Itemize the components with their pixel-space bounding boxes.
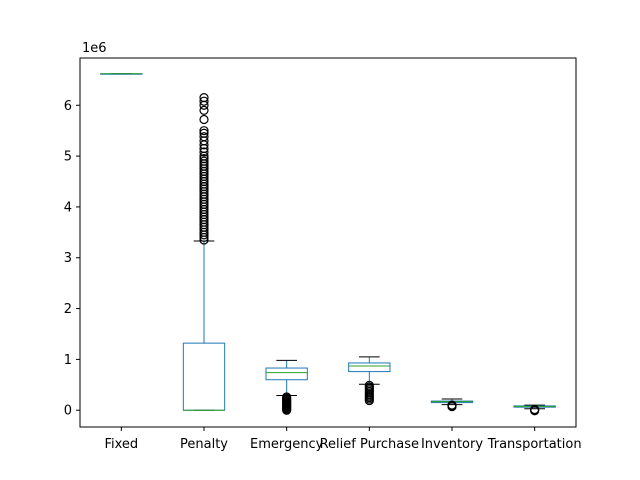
iqr-box (348, 362, 391, 373)
outlier-point (364, 380, 374, 390)
outlier-point (199, 114, 209, 125)
outlier-point (199, 154, 209, 164)
x-tick-label: Transportation (487, 437, 582, 452)
box-group-emergency (265, 359, 308, 415)
y-axis: 0 1 2 3 4 5 6 (64, 99, 80, 419)
x-tick-label: Inventory (421, 437, 483, 452)
box-group-transportation (513, 404, 556, 416)
plot-content (100, 73, 556, 416)
outlier-point (199, 132, 209, 142)
y-tick-label: 4 (64, 200, 72, 215)
box-group-relief-purchase (348, 356, 391, 406)
x-tick-label: Fixed (104, 437, 138, 452)
plot-frame (79, 57, 577, 428)
x-tick-label: Emergency (250, 437, 324, 452)
outlier-point (199, 96, 209, 106)
outlier-point (199, 93, 209, 103)
outlier-point (199, 126, 209, 136)
y-tick-label: 0 (64, 404, 72, 419)
outlier-point (199, 128, 209, 138)
iqr-box (265, 367, 308, 381)
box-group-inventory (430, 398, 474, 412)
outlier-point (199, 147, 209, 157)
y-tick-label: 6 (64, 99, 72, 114)
x-tick-label: Penalty (180, 437, 228, 452)
outlier-point (199, 105, 209, 115)
outlier-point (447, 400, 457, 410)
box-group-fixed (100, 73, 143, 75)
y-tick-label: 1 (64, 353, 72, 368)
x-tick-label: Relief Purchase (320, 437, 419, 452)
y-tick-label: 2 (64, 302, 72, 317)
y-axis-offset-label: 1e6 (82, 41, 107, 56)
y-tick-label: 5 (64, 150, 72, 165)
outlier-point (530, 404, 540, 415)
box-group-penalty (182, 93, 226, 411)
y-tick-label: 3 (64, 251, 72, 266)
outlier-point (199, 156, 209, 166)
outlier-point (282, 392, 292, 402)
